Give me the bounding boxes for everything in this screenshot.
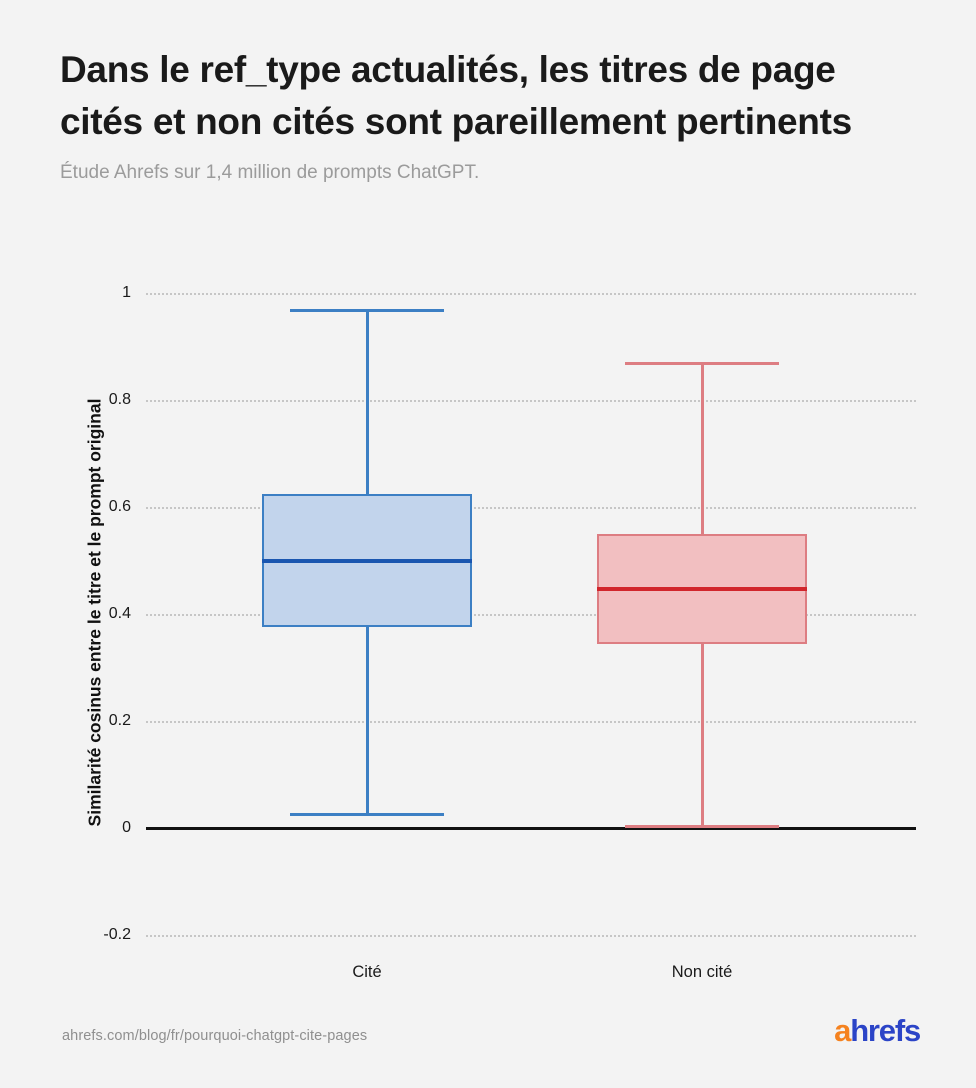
y-tick-label: 0.2 (108, 712, 131, 729)
lower-whisker-cap (290, 813, 444, 817)
x-tick-label: Non cité (671, 963, 733, 981)
upper-whisker-line (365, 310, 369, 494)
lower-whisker-line (365, 627, 369, 815)
upper-whisker-cap (625, 362, 779, 366)
y-tick-label: 0.8 (108, 391, 131, 408)
median-line (597, 587, 807, 591)
gridline (146, 507, 916, 509)
ahrefs-logo: ahrefs (834, 1013, 921, 1048)
y-tick-label: 0.4 (108, 605, 131, 622)
lower-whisker-line (700, 644, 704, 827)
gridline (146, 721, 916, 723)
chart-title: Dans le ref_type actualités, les titres … (60, 49, 852, 142)
zero-axis-line (146, 827, 916, 830)
source-url: ahrefs.com/blog/fr/pourquoi-chatgpt-cite… (62, 1028, 368, 1044)
upper-whisker-cap (290, 309, 444, 313)
gridline (146, 293, 916, 295)
upper-whisker-line (700, 363, 704, 534)
x-tick-label: Cité (352, 963, 382, 981)
logo-text-hrefs: hrefs (850, 1013, 921, 1048)
chart-subtitle: Étude Ahrefs sur 1,4 million de prompts … (60, 162, 480, 183)
y-tick-label: 0 (122, 819, 131, 836)
gridline (146, 400, 916, 402)
gridline (146, 614, 916, 616)
y-tick-label: -0.2 (103, 926, 131, 943)
median-line (262, 559, 472, 563)
y-tick-label: 0.6 (108, 498, 131, 515)
y-tick-label: 1 (122, 284, 131, 301)
gridline (146, 935, 916, 937)
lower-whisker-cap (625, 824, 779, 828)
chart-header: Dans le ref_type actualités, les titres … (60, 44, 890, 186)
logo-letter-a: a (834, 1013, 851, 1048)
